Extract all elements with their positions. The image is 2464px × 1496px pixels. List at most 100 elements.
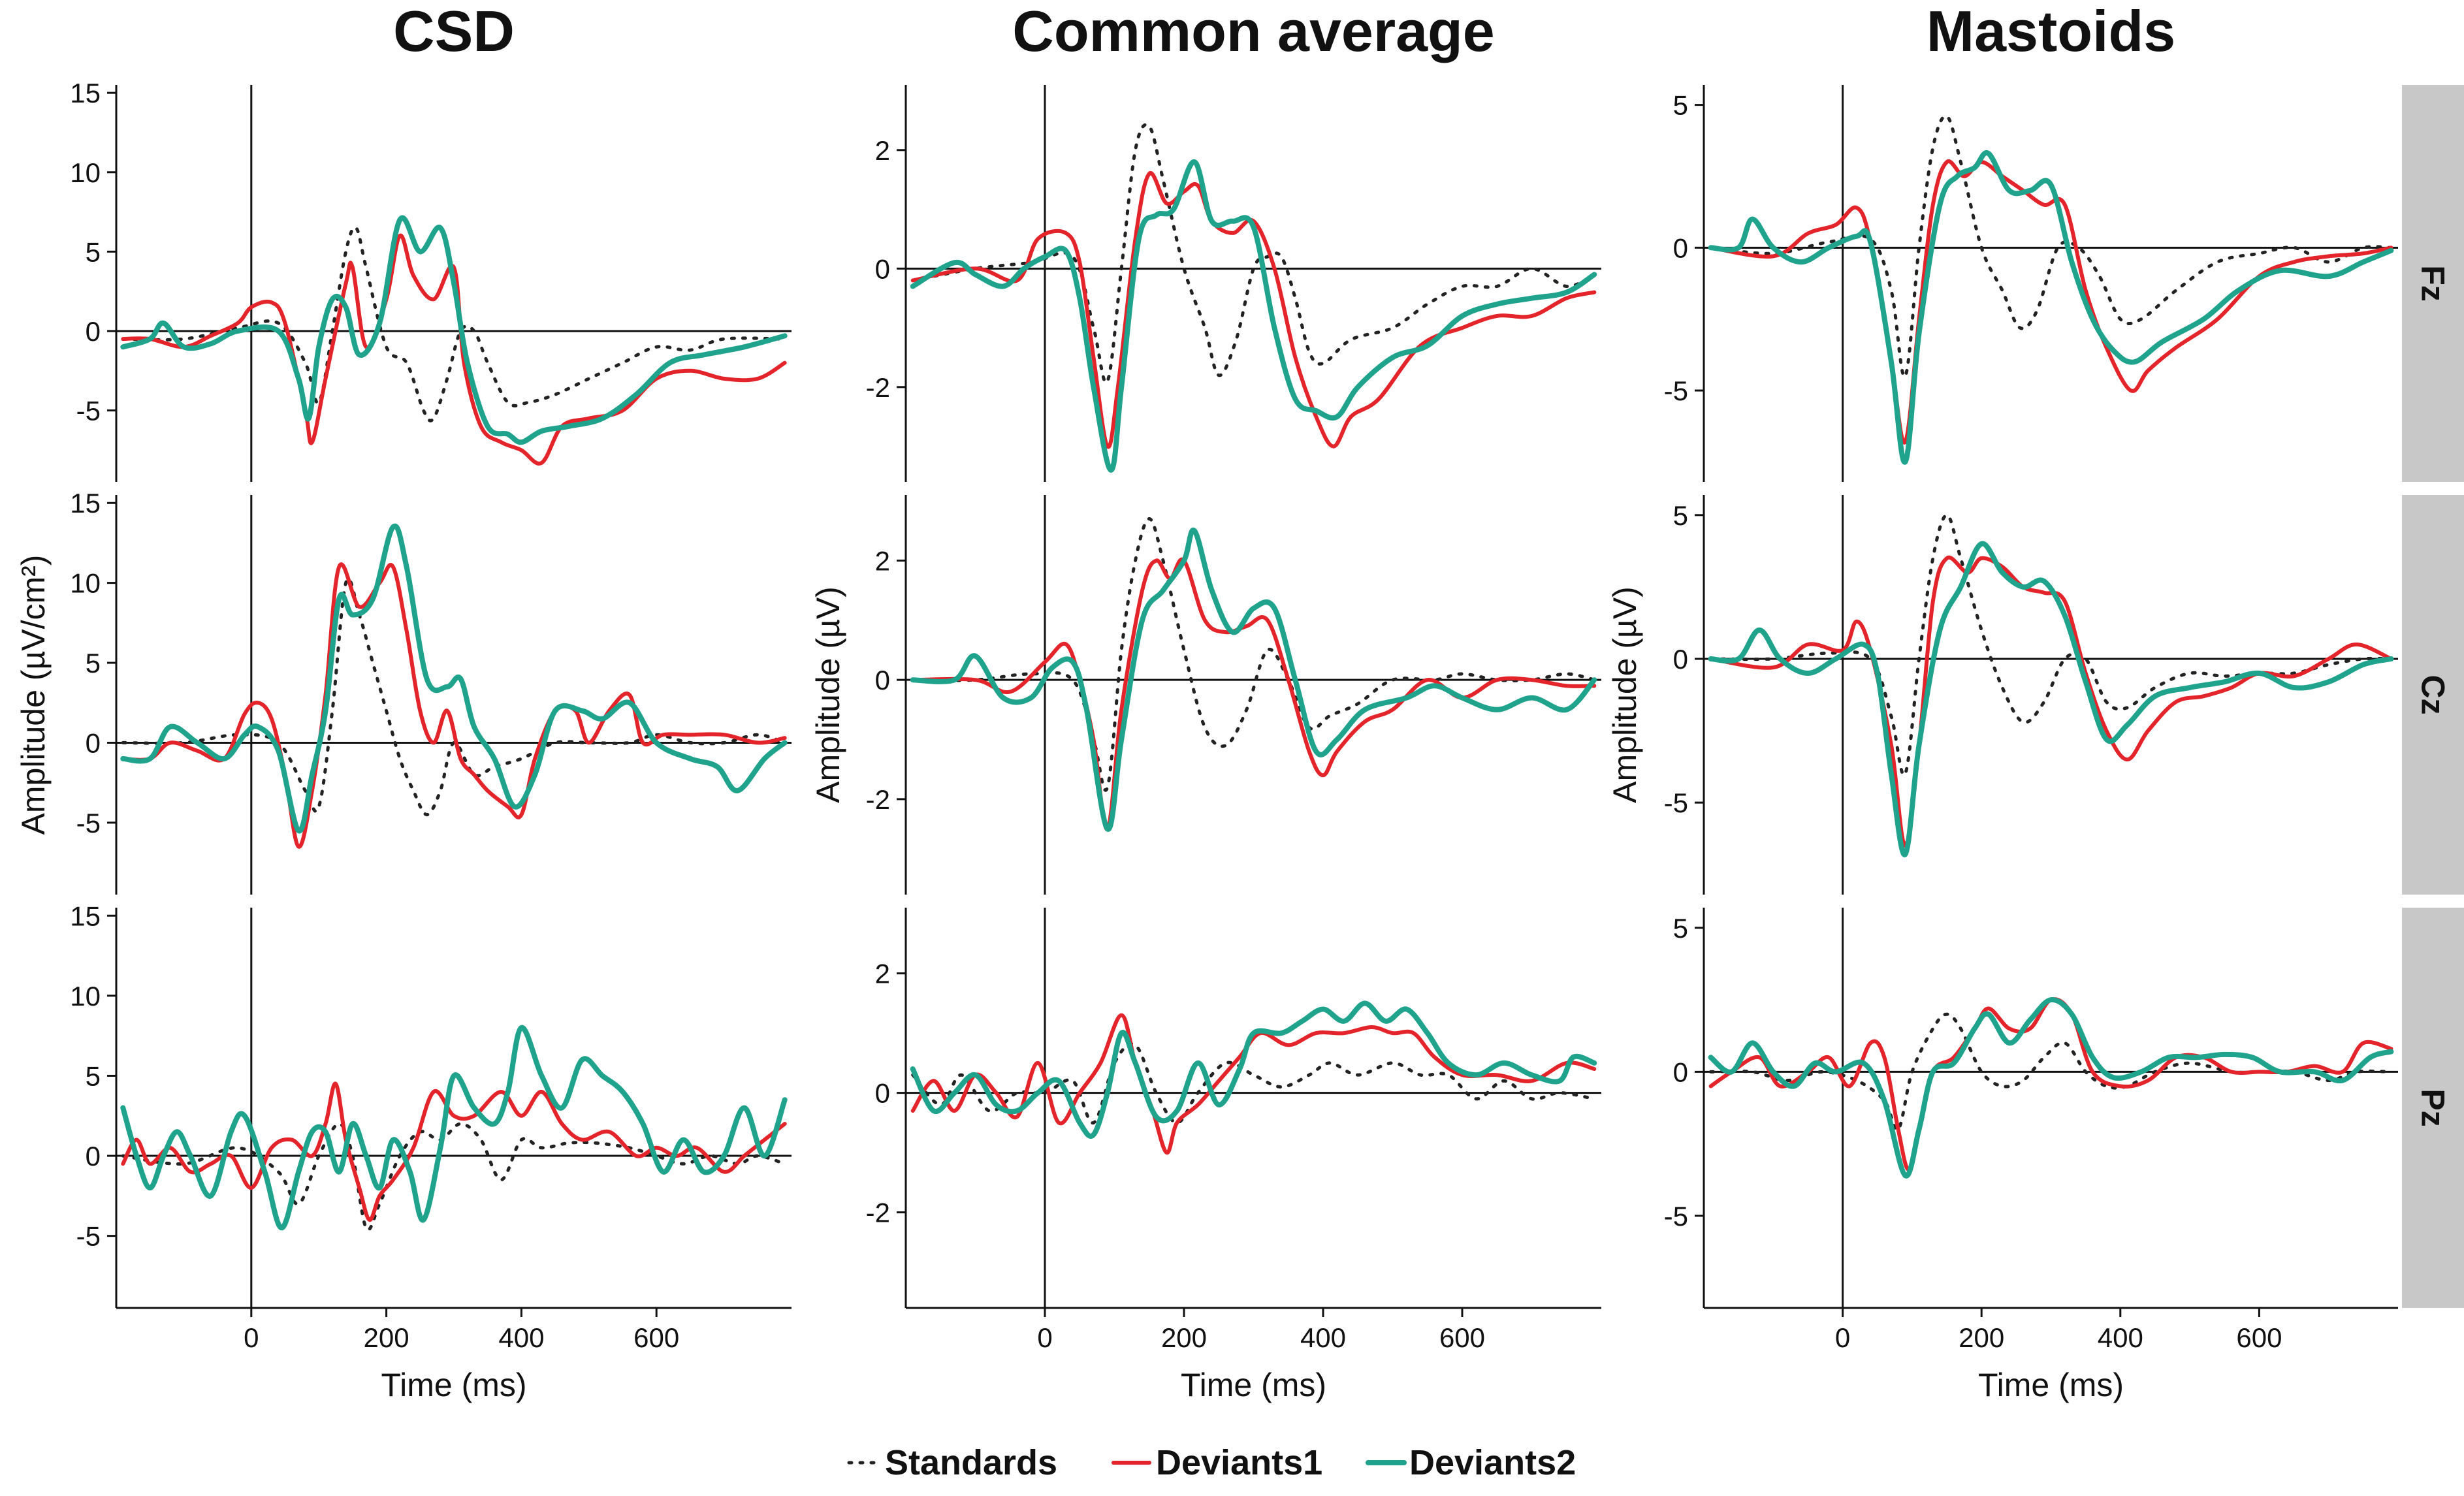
strip-pz [2402,908,2464,1308]
panel-csd-cz-line-deviants2 [120,523,788,834]
y-axis-label-common-average: Amplitude (µV) [810,586,846,803]
panel-mastoids-fz-y-tick-label: 5 [1673,90,1688,121]
row-label-pz: Pz [2415,1089,2452,1126]
panel-csd-fz-y-tick-label: 10 [70,157,101,188]
column-title-mastoids: Mastoids [1927,0,2175,63]
panel-common-average-pz-line-deviants2 [910,1000,1597,1139]
panel-csd-pz-y-tick-label: 10 [70,981,101,1011]
panel-csd-pz-series [120,1025,788,1232]
panel-mastoids-fz-line-standards [1709,114,2393,379]
panel-mastoids-fz-series [1708,114,2394,465]
strip-cz [2402,495,2464,895]
panel-csd-pz-line-deviants1 [121,1081,787,1222]
legend-label-deviants1: Deviants1 [1156,1443,1322,1482]
panel-csd-pz-x-tick-label: 0 [244,1322,259,1353]
panel-csd-cz-y-tick-label: -5 [76,808,101,838]
panel-common-average-cz-y-tick-label: 0 [875,665,890,695]
panel-mastoids-pz: 5 0 -5 0 200 400 600 [1664,908,2398,1353]
x-axis-label-mastoids: Time (ms) [1978,1367,2124,1403]
panel-common-average-fz-y-tick-label: -2 [866,372,890,403]
panel-mastoids-fz-line-deviants2 [1708,150,2394,465]
y-axis-label-mastoids: Amplitude (µV) [1607,586,1643,803]
x-axis-label-csd: Time (ms) [381,1367,526,1403]
strip-fz [2402,85,2464,482]
panel-common-average-fz-series [910,123,1597,473]
panel-csd-pz-x-tick-label: 400 [498,1322,544,1353]
legend-label-deviants2: Deviants2 [1409,1443,1576,1482]
y-axis-label-csd: Amplitude (µV/cm²) [15,555,52,835]
panel-mastoids-cz-line-standards [1709,513,2393,777]
panel-common-average-cz-line-standards [911,517,1596,792]
panel-csd-pz-y-tick-label: 0 [86,1141,101,1171]
panel-common-average-fz: 2 0 -2 [866,85,1601,482]
panel-mastoids-pz-y-tick-label: 5 [1673,913,1688,944]
panel-common-average-pz-y-tick-label: -2 [866,1198,890,1228]
legend-label-standards: Standards [885,1443,1057,1482]
panel-common-average-fz-line-standards [911,123,1596,385]
panel-common-average-fz-y-tick-label: 2 [875,135,890,166]
panel-mastoids-pz-line-deviants2 [1708,997,2394,1179]
panel-csd-fz-y-tick-label: -5 [76,396,101,426]
panel-csd-fz-y-tick-label: 15 [70,78,101,108]
panel-csd-fz-line-standards [121,225,787,422]
panel-csd-cz-y-tick-label: 0 [86,727,101,758]
panel-mastoids-cz-line-deviants2 [1708,541,2394,857]
panel-mastoids-cz-y-tick-label: -5 [1664,788,1688,818]
panel-csd-fz: 15 10 5 0 -5 [70,78,792,482]
panel-csd-pz-line-standards [121,1122,787,1232]
panel-csd-pz-y-tick-label: 15 [70,900,101,931]
row-label-cz: Cz [2415,675,2452,714]
panel-csd-cz-y-tick-label: 15 [70,488,101,518]
panel-csd-pz: 15 10 5 0 -5 0 200 400 600 [70,900,792,1353]
panel-common-average-pz-y-tick-label: 0 [875,1078,890,1109]
panel-mastoids-cz: 5 0 -5 [1664,495,2398,895]
panel-mastoids-fz-line-deviants1 [1708,159,2393,445]
column-title-csd: CSD [393,0,515,63]
panel-csd-fz-y-tick-label: 0 [86,316,101,347]
x-axis-label-common-average: Time (ms) [1181,1367,1326,1403]
panel-common-average-fz-line-deviants2 [910,159,1597,473]
panel-mastoids-fz-y-tick-label: -5 [1664,375,1688,406]
panel-common-average-cz-series [910,517,1597,832]
panel-csd-cz-line-standards [121,577,787,817]
row-label-fz: Fz [2415,265,2452,302]
panel-csd-pz-y-tick-label: 5 [86,1060,101,1091]
panel-csd-fz-y-tick-label: 5 [86,236,101,267]
panel-common-average-pz-line-standards [911,1042,1596,1124]
panel-common-average-fz-y-tick-label: 0 [875,253,890,284]
panel-mastoids-pz-x-tick-label: 200 [1959,1322,2004,1353]
panel-common-average-pz-series [910,1000,1597,1155]
column-title-common-average: Common average [1012,0,1494,63]
legend: Standards Deviants1 Deviants2 [847,1443,1576,1482]
panel-mastoids-cz-series [1708,513,2394,857]
panel-mastoids-pz-x-tick-label: 600 [2236,1322,2282,1353]
panel-csd-cz-y-tick-label: 5 [86,648,101,678]
panel-mastoids-cz-y-tick-label: 0 [1673,644,1688,675]
panel-common-average-cz-line-deviants2 [910,527,1597,832]
panel-csd-cz-series [120,523,788,849]
panel-mastoids-cz-y-tick-label: 5 [1673,500,1688,531]
panel-mastoids-pz-line-deviants1 [1708,997,2393,1172]
panel-common-average-pz-y-tick-label: 2 [875,959,890,989]
x-axis-labels: Time (ms) Time (ms) Time (ms) [381,1367,2124,1403]
panel-csd-fz-line-deviants2 [120,215,788,445]
column-titles: CSD Common average Mastoids [393,0,2175,63]
panel-common-average-pz-x-tick-label: 400 [1300,1322,1346,1353]
panel-mastoids-pz-y-tick-label: -5 [1664,1201,1688,1232]
panel-csd-cz-line-deviants1 [121,562,787,849]
panel-csd-pz-line-deviants2 [120,1025,788,1231]
panel-csd-fz-series [120,215,788,466]
panel-common-average-cz-y-tick-label: -2 [866,784,890,815]
panel-mastoids-cz-line-deviants1 [1708,555,2393,848]
panel-common-average-cz-y-tick-label: 2 [875,545,890,576]
panel-common-average-pz-line-deviants1 [910,1013,1597,1155]
panel-mastoids-pz-y-tick-label: 0 [1673,1057,1688,1087]
panel-common-average-pz-x-tick-label: 200 [1161,1322,1207,1353]
panel-mastoids-fz-y-tick-label: 0 [1673,232,1688,263]
panel-common-average-pz: 2 0 -2 0 200 400 600 [866,908,1601,1353]
panel-csd-cz: 15 10 5 0 -5 [70,488,792,895]
panel-common-average-pz-x-tick-label: 600 [1439,1322,1485,1353]
panel-mastoids-pz-x-tick-label: 400 [2098,1322,2143,1353]
panel-csd-fz-line-deviants1 [121,233,787,466]
